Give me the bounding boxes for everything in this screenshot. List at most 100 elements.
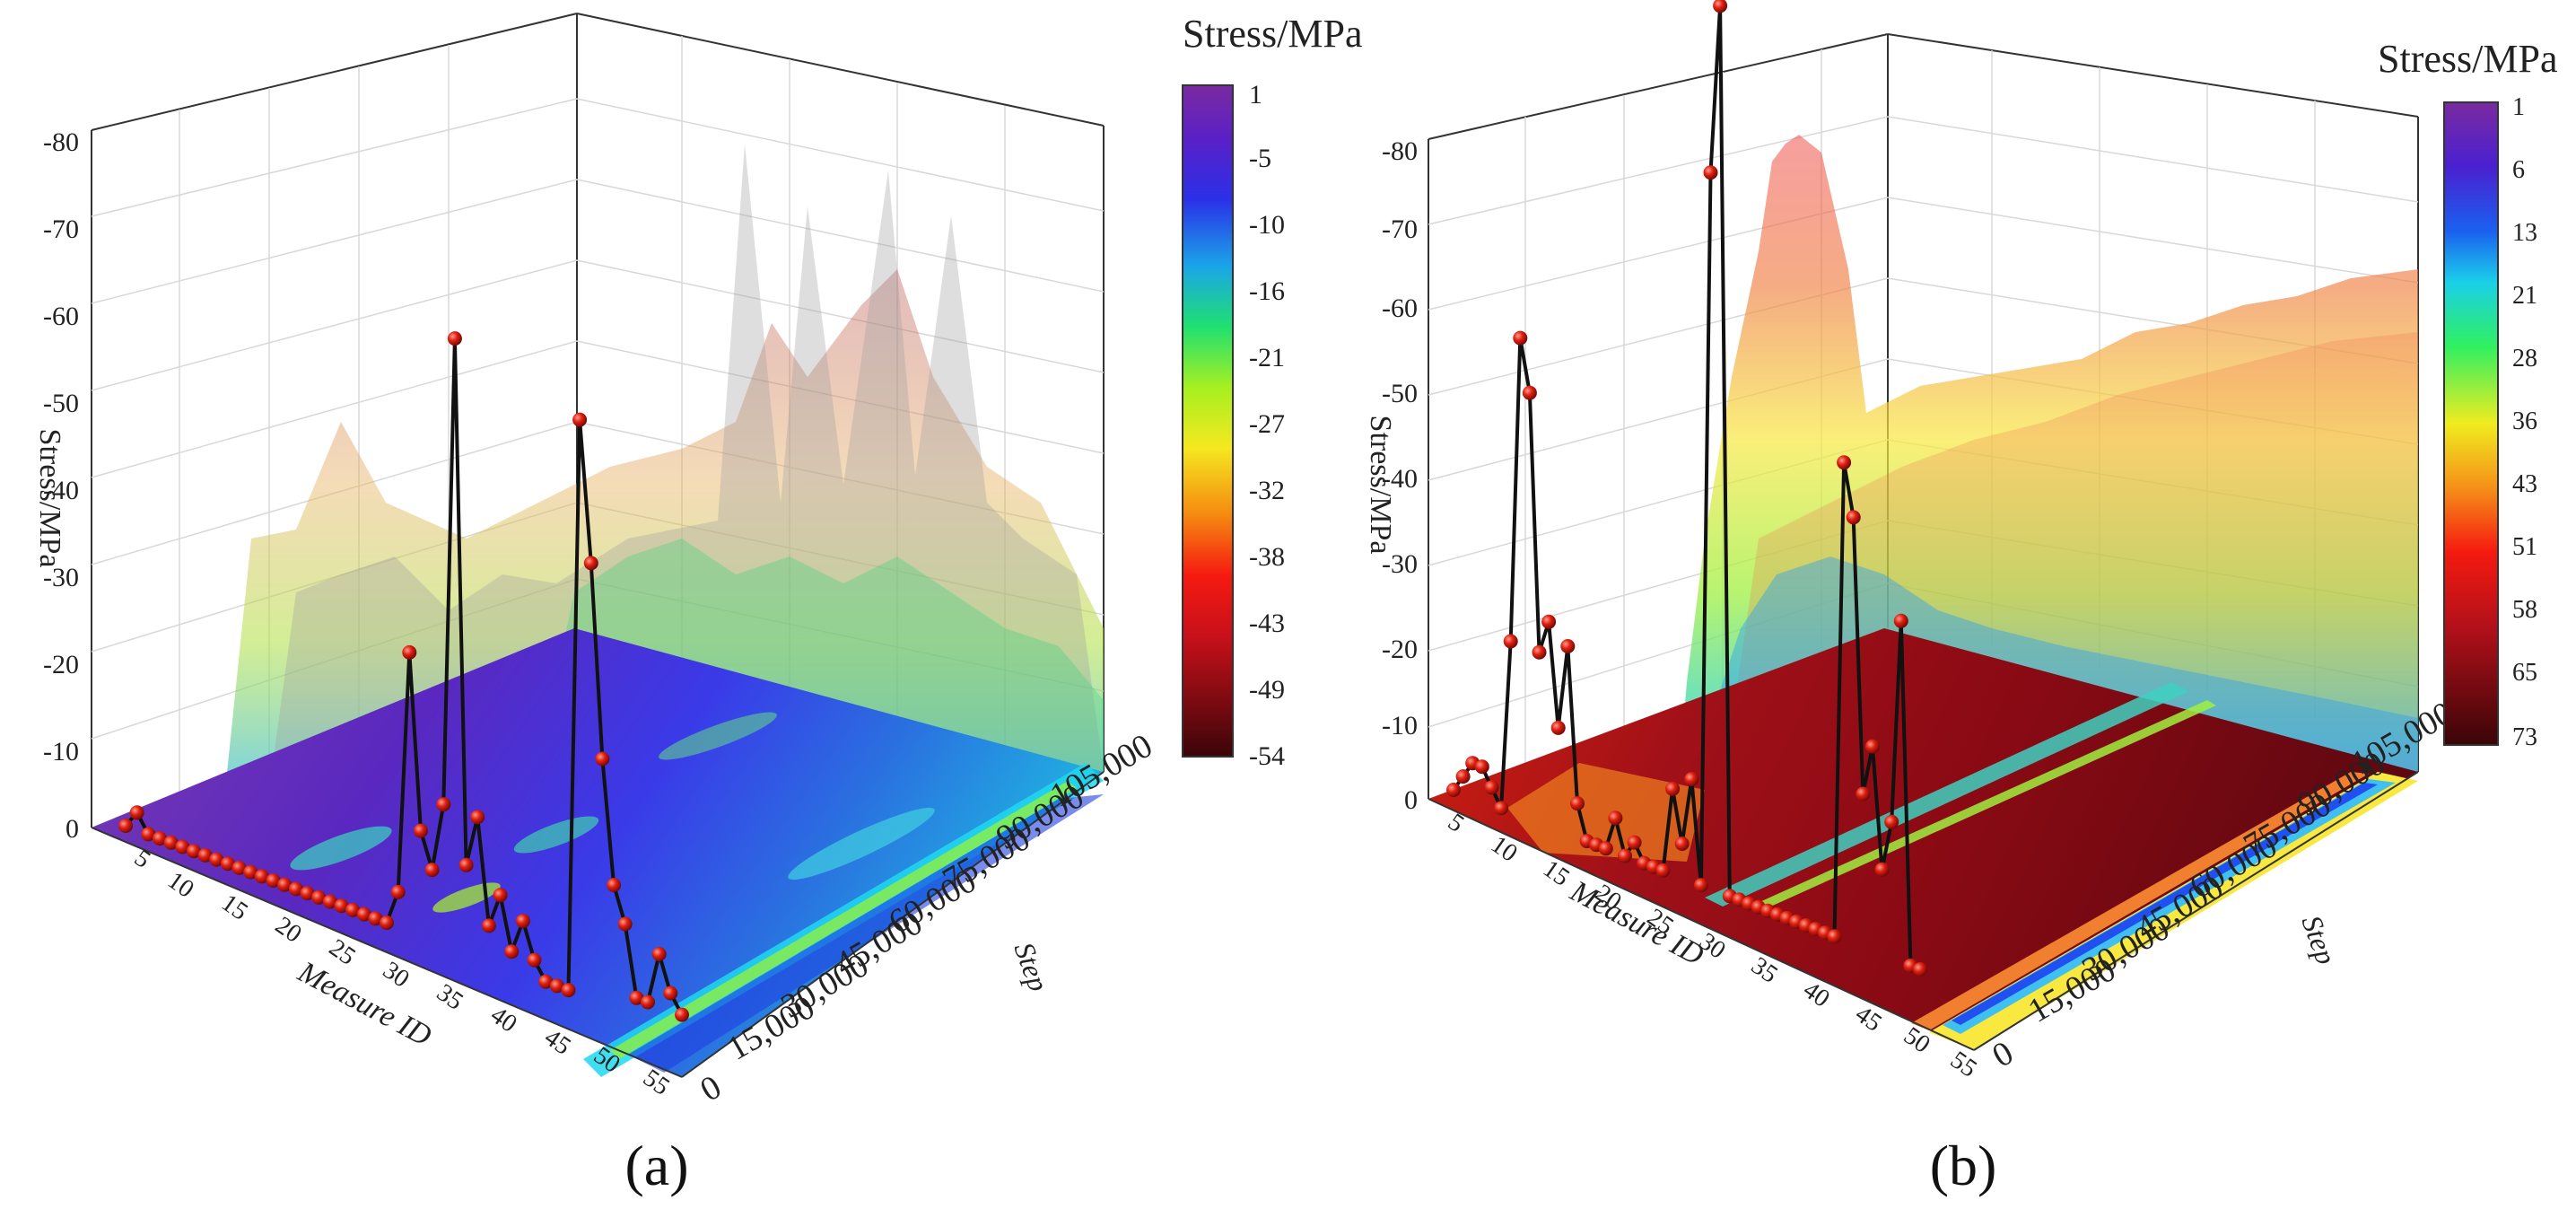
z-tick: -30 (43, 563, 79, 592)
stress-point (1503, 634, 1518, 649)
panel-a-ylabel: Step (1008, 938, 1055, 995)
stress-point (414, 823, 428, 838)
z-tick: 0 (65, 814, 79, 844)
colorbar-tick: 1 (2512, 93, 2525, 121)
stress-point (424, 863, 440, 878)
stress-point (1856, 786, 1871, 802)
stress-point (527, 952, 542, 968)
panel-b-floor (1428, 628, 2419, 1051)
colorbar-title: Stress/MPa (1183, 12, 1362, 56)
stress-point (617, 916, 633, 932)
stress-point (345, 902, 361, 917)
stress-point (300, 886, 315, 901)
z-tick: -80 (1382, 136, 1418, 166)
x-tick: 5 (1443, 808, 1469, 837)
stress-point (266, 873, 281, 888)
stress-point (1713, 0, 1728, 13)
stress-point (118, 819, 133, 833)
z-tick: -40 (1382, 464, 1418, 494)
stress-point (209, 852, 224, 867)
stress-point (1703, 165, 1718, 180)
colorbar-tick: -5 (1249, 144, 1271, 173)
stress-point (402, 644, 417, 660)
stress-point (1684, 772, 1699, 786)
z-tick: -30 (1382, 549, 1418, 579)
stress-point (1598, 841, 1613, 856)
stress-point (436, 797, 451, 812)
stress-point (1522, 385, 1537, 400)
colorbar-tick: -49 (1249, 675, 1285, 705)
colorbar-tick: -54 (1249, 741, 1285, 771)
x-tick: 15 (216, 889, 253, 925)
stress-point (334, 898, 349, 914)
stress-point (175, 839, 190, 854)
stress-point (549, 978, 564, 994)
stress-point (1693, 878, 1708, 893)
stress-point (1570, 796, 1585, 811)
panel-a: 0 -10 -20 -30 -40 -50 -60 -70 -80 Stress… (33, 12, 1362, 1197)
colorbar-tick: -38 (1249, 542, 1285, 572)
stress-point (197, 847, 213, 863)
colorbar-tick: 6 (2512, 156, 2525, 184)
stress-point (1665, 781, 1681, 796)
stress-point (561, 983, 576, 998)
colorbar-title: Stress/MPa (2378, 37, 2557, 81)
stress-point (1532, 644, 1547, 660)
colorbar-tick: -21 (1249, 343, 1285, 372)
colorbar-tick: -32 (1249, 476, 1285, 505)
colorbar-tick: 28 (2512, 345, 2537, 372)
stress-point (1674, 837, 1690, 851)
stress-point (663, 986, 678, 1001)
stress-point (629, 990, 644, 1005)
stress-point (1627, 835, 1642, 850)
colorbar-tick: 13 (2512, 219, 2537, 247)
stress-point (1608, 810, 1623, 826)
stress-point (538, 974, 554, 989)
stress-point (186, 844, 201, 859)
stress-point (163, 835, 179, 850)
z-tick: -70 (1382, 215, 1418, 244)
stress-point (277, 877, 293, 892)
panel-a-z-axis: 0 -10 -20 -30 -40 -50 -60 -70 -80 (43, 127, 79, 844)
stress-point (607, 878, 622, 892)
colorbar-tick: -27 (1249, 409, 1285, 439)
stress-point (1550, 720, 1566, 735)
colorbar-tick: 51 (2512, 533, 2537, 561)
z-tick: -50 (43, 389, 79, 418)
stress-point (220, 856, 235, 872)
y-tick: 0 (694, 1068, 728, 1109)
stress-point (1560, 639, 1576, 653)
stress-point (141, 827, 156, 842)
panel-a-box (91, 13, 1105, 828)
stress-line (1452, 5, 1921, 971)
stress-point (1827, 929, 1842, 944)
x-tick: 10 (162, 866, 199, 903)
stress-point (1474, 759, 1489, 775)
colorbar-tick: 36 (2512, 407, 2537, 435)
stress-point (288, 881, 303, 897)
panel-a-colorbar: Stress/MPa 1 -5 -10 -16 -21 -27 -32 -38 … (1182, 12, 1362, 771)
stress-point (1618, 848, 1632, 863)
y-tick: 0 (1987, 1034, 2020, 1075)
stress-point (243, 864, 258, 880)
z-tick: -60 (1382, 293, 1418, 323)
stress-point (651, 947, 667, 961)
stress-point (583, 556, 598, 571)
z-tick: -60 (43, 302, 79, 331)
panel-a-xlabel: Measure ID (292, 955, 437, 1053)
stress-point (1455, 769, 1471, 784)
panel-b: 0 -10 -20 -30 -40 -50 -60 -70 -80 Stress… (1364, 0, 2557, 1197)
stress-point (1837, 455, 1852, 470)
stress-point (254, 869, 269, 884)
stress-point (1874, 862, 1890, 877)
stress-point (595, 751, 610, 767)
z-tick: -10 (1382, 711, 1418, 740)
stress-point (311, 889, 327, 905)
colorbar-tick: -10 (1249, 210, 1285, 240)
stress-point (1494, 801, 1509, 816)
z-tick: -80 (43, 127, 79, 157)
stress-point (675, 1007, 689, 1022)
stress-point (1541, 614, 1557, 629)
stress-point (1484, 780, 1499, 795)
stress-point (1846, 510, 1861, 525)
